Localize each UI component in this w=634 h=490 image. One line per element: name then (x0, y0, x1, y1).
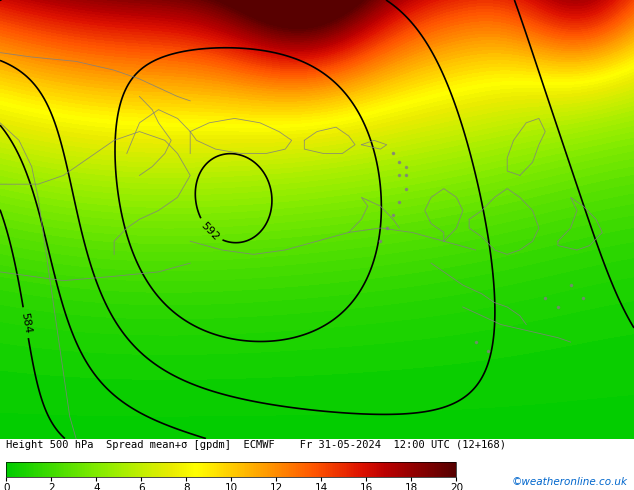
Text: 592: 592 (198, 220, 221, 242)
Text: 584: 584 (19, 311, 32, 334)
Text: Height 500 hPa  Spread mean+σ [gpdm]  ECMWF    Fr 31-05-2024  12:00 UTC (12+168): Height 500 hPa Spread mean+σ [gpdm] ECMW… (6, 440, 507, 450)
Text: ©weatheronline.co.uk: ©weatheronline.co.uk (512, 477, 628, 488)
